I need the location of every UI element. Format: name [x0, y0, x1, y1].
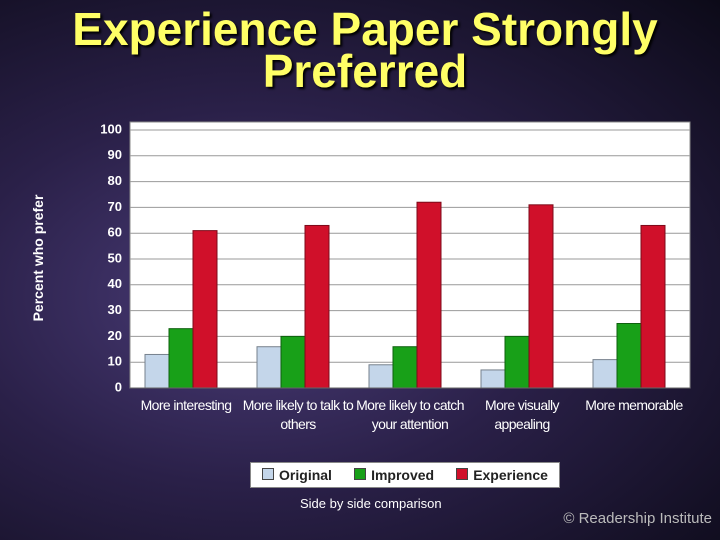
bar	[528, 204, 554, 389]
bar	[168, 328, 194, 389]
legend-swatch	[456, 468, 469, 480]
y-tick-label: 60	[108, 225, 122, 240]
legend-swatch	[354, 468, 367, 480]
y-tick-label: 80	[108, 173, 122, 188]
y-tick-label: 100	[100, 121, 122, 136]
bar	[144, 353, 170, 389]
legend: Original Improved Experience	[250, 462, 560, 488]
bar	[280, 335, 306, 389]
plot-area	[129, 121, 691, 389]
credit: © Readership Institute	[563, 510, 712, 527]
legend-label: Improved	[371, 467, 435, 483]
legend-swatch	[262, 468, 275, 480]
bar	[256, 346, 282, 389]
note: Side by side comparison	[300, 496, 442, 511]
y-tick-label: 10	[108, 354, 122, 369]
legend-item: Original	[262, 467, 332, 483]
y-tick-label: 50	[108, 250, 122, 265]
bar	[480, 369, 506, 389]
legend-item: Improved	[354, 467, 434, 483]
x-tick-label: More interesting	[140, 397, 232, 413]
bar	[616, 323, 642, 389]
y-tick-label: 0	[115, 379, 122, 394]
y-tick-label: 90	[108, 147, 122, 162]
bar	[392, 346, 418, 389]
legend-item: Experience	[456, 467, 548, 483]
bar	[416, 201, 442, 389]
x-tick-label: More likely to talk to others	[242, 397, 354, 432]
x-tick-label: More visually appealing	[485, 397, 559, 432]
x-tick-label: More memorable	[585, 397, 683, 413]
bar	[192, 230, 218, 389]
bar	[304, 224, 330, 389]
bar	[640, 224, 666, 389]
bar	[592, 359, 618, 389]
y-tick-label: 40	[108, 276, 122, 291]
bar	[504, 335, 530, 389]
bar	[368, 364, 394, 389]
y-tick-label: 30	[108, 302, 122, 317]
chart-title: Experience Paper Strongly Preferred	[72, 3, 658, 97]
legend-label: Experience	[473, 467, 548, 483]
x-tick-label: More likely to catch your attention	[356, 397, 464, 432]
y-tick-label: 70	[108, 199, 122, 214]
legend-label: Original	[279, 467, 332, 483]
y-tick-label: 20	[108, 328, 122, 343]
